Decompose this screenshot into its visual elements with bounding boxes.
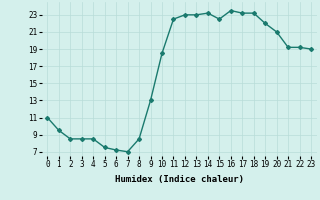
X-axis label: Humidex (Indice chaleur): Humidex (Indice chaleur) bbox=[115, 175, 244, 184]
